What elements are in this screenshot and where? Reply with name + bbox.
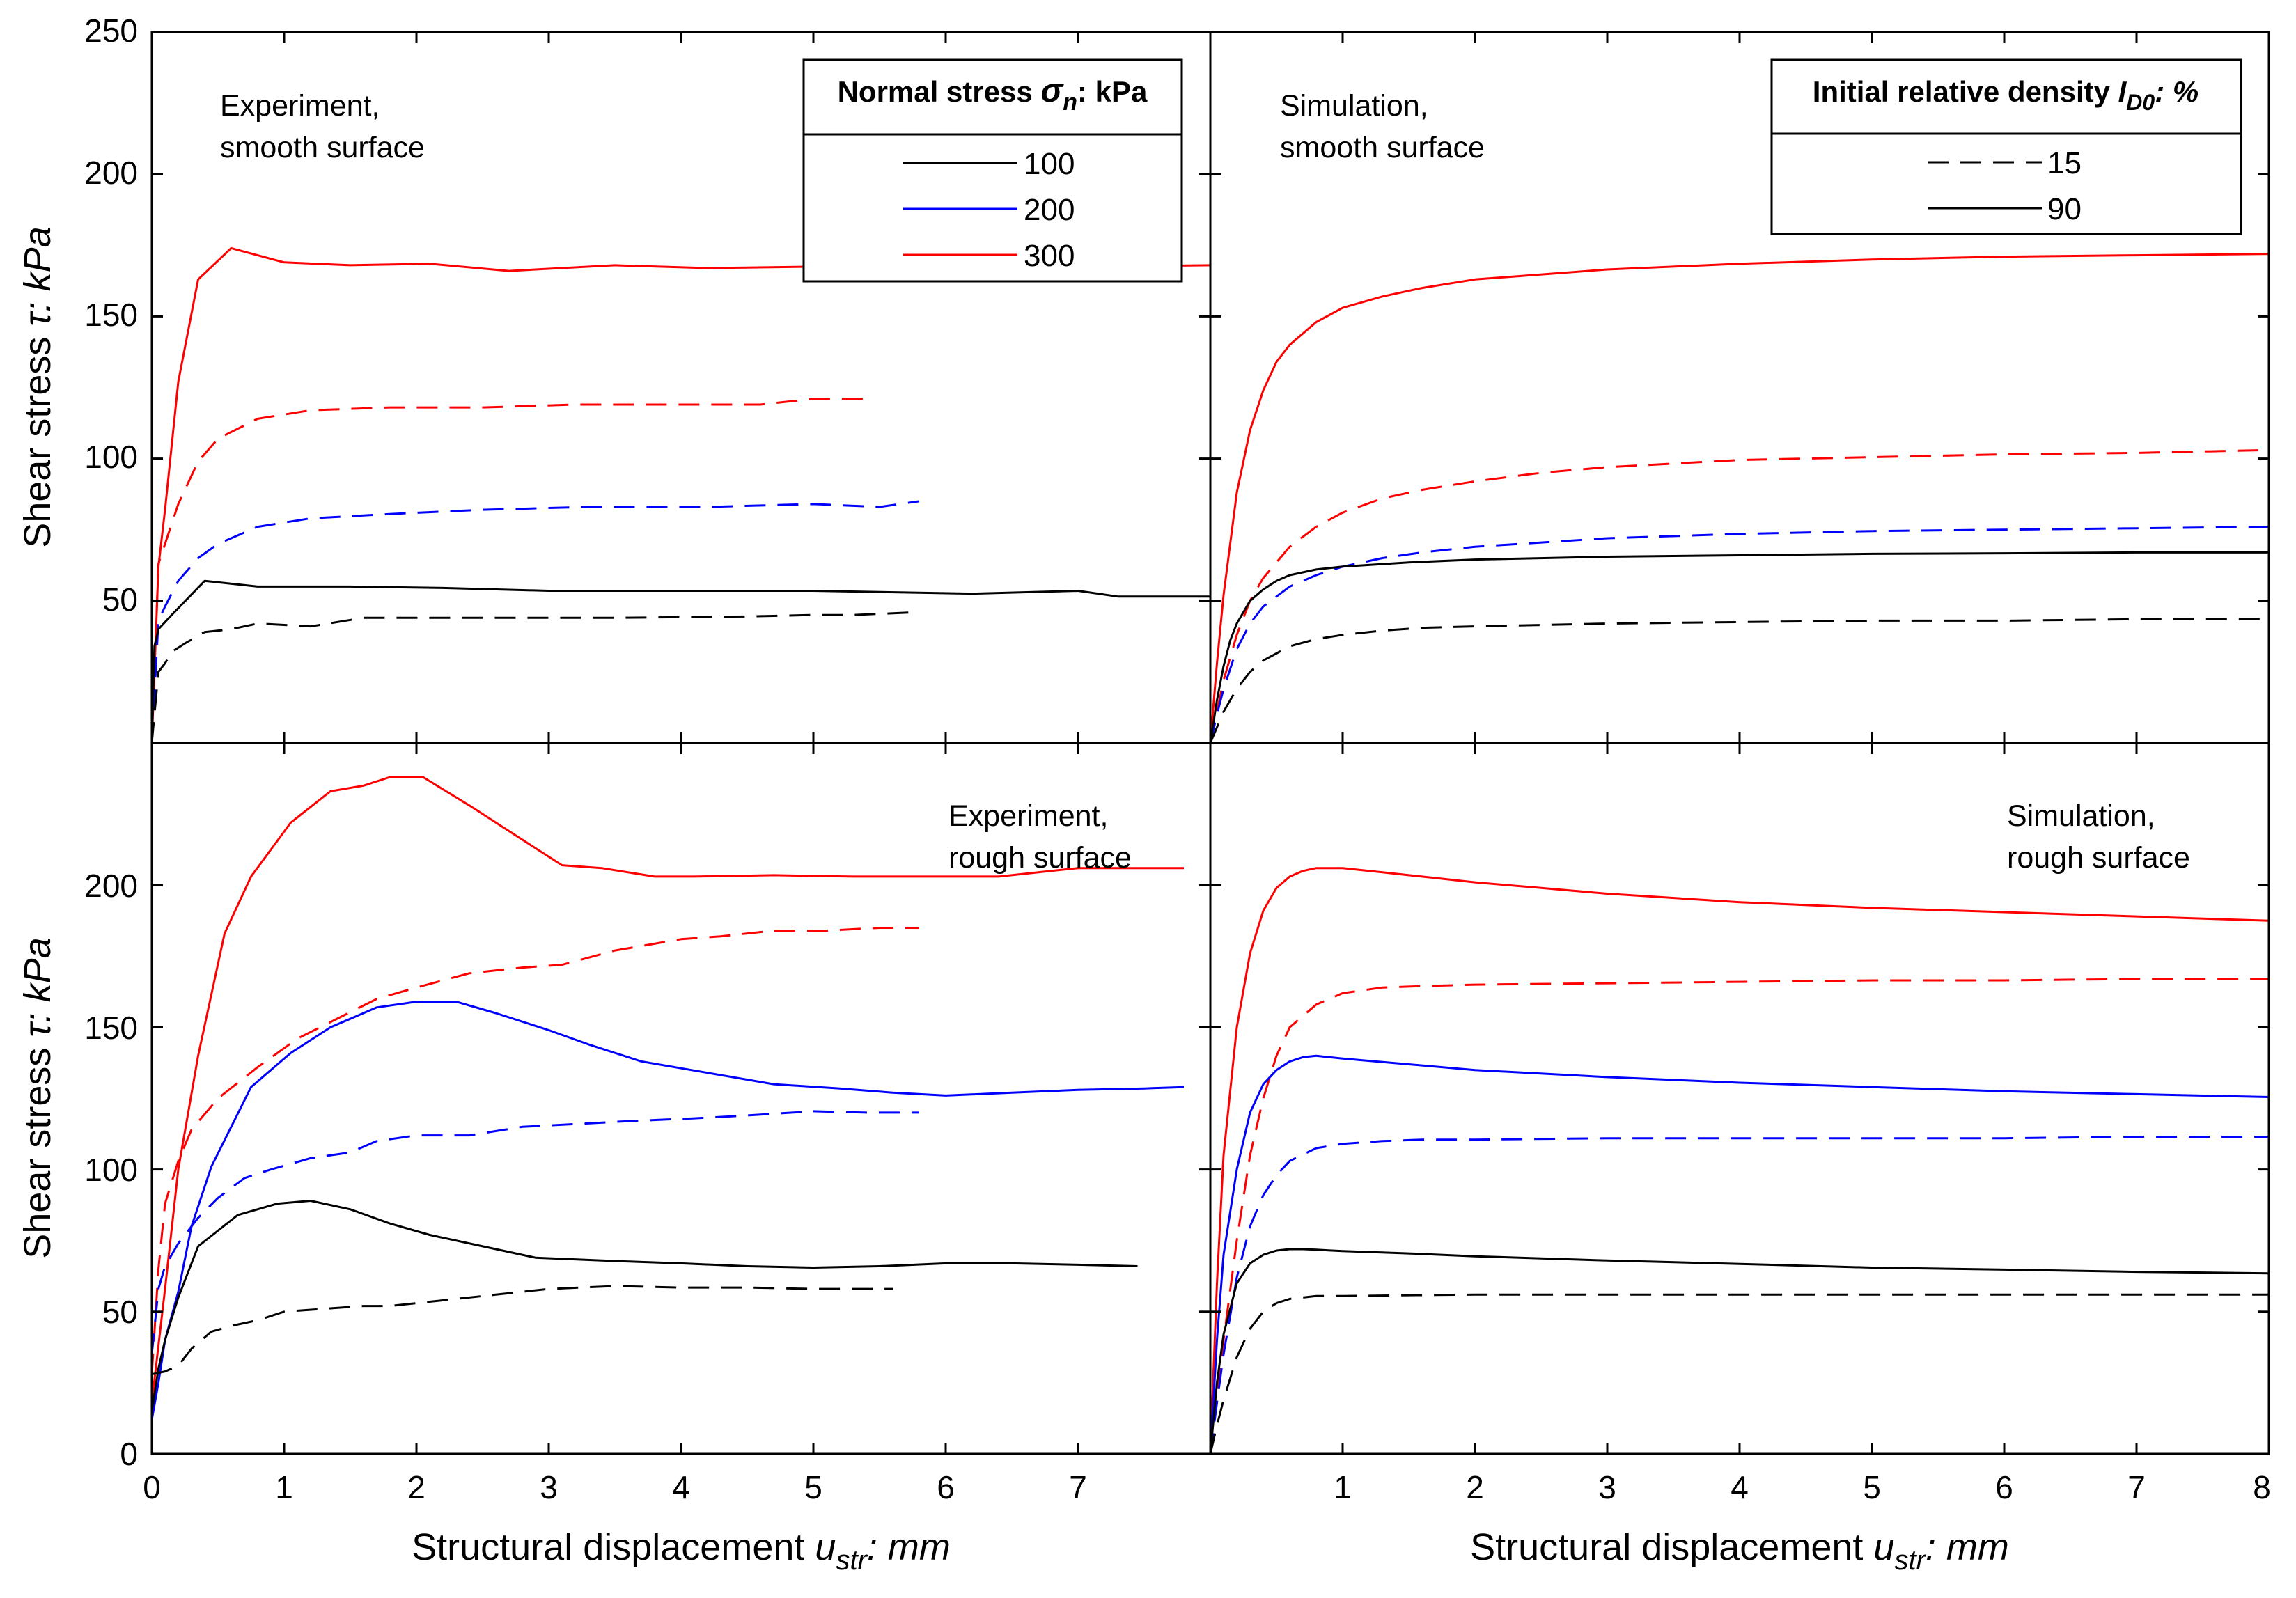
y-tick-label: 50 (102, 581, 138, 618)
y-tick-label: 150 (84, 297, 138, 333)
y-axis-label-bottom: Shear stress τ: kPa (17, 937, 58, 1258)
y-tick-labels-top: 50 100 150 200 250 (84, 13, 138, 618)
legend-label-200: 200 (1024, 193, 1075, 227)
x-tick-label: 3 (1598, 1469, 1616, 1505)
series-sim-rough-200kpa-90pct (1210, 1054, 2269, 1454)
series-exp-rough-300kpa-15pct (152, 927, 919, 1374)
x-tick-label: 7 (1069, 1469, 1087, 1505)
annotation-line: Experiment, (948, 799, 1108, 833)
series-exp-rough-200kpa-15pct (152, 1110, 919, 1355)
sim-rough-series (1210, 867, 2269, 1454)
y-tick-label: 100 (84, 439, 138, 475)
series-exp-smooth-100kpa-90pct (152, 579, 1210, 743)
series-exp-rough-100kpa-90pct (152, 1200, 1138, 1411)
y-tick-labels-bottom: 0 50 100 150 200 (84, 868, 138, 1472)
x-axis-label-right: Structural displacement ustr: mm (1470, 1526, 2009, 1576)
x-tick-label: 1 (1334, 1469, 1352, 1505)
x-tick-labels-right: 1 2 3 4 5 6 7 8 (1334, 1469, 2271, 1505)
annotation-line: Simulation, (1280, 89, 1428, 123)
y-tick-label: 0 (120, 1436, 138, 1472)
y-tick-label: 50 (102, 1294, 138, 1330)
sim-smooth-series (1210, 253, 2269, 743)
y-tick-label: 200 (84, 868, 138, 904)
axis-ticks (152, 32, 2269, 1454)
series-sim-rough-300kpa-90pct (1210, 867, 2269, 1454)
series-sim-rough-200kpa-15pct (1210, 1136, 2269, 1454)
series-sim-smooth-300kpa-15pct (1210, 448, 2269, 743)
annotation-exp-smooth: Experiment, smooth surface (220, 89, 425, 164)
x-tick-label: 2 (407, 1469, 425, 1505)
series-sim-smooth-100kpa-15pct (1210, 618, 2269, 743)
x-tick-label: 4 (1731, 1469, 1749, 1505)
x-tick-label: 4 (672, 1469, 690, 1505)
legend-label-100: 100 (1024, 147, 1075, 181)
x-tick-label: 1 (275, 1469, 293, 1505)
series-exp-smooth-300kpa-15pct (152, 398, 866, 743)
x-tick-label: 5 (1863, 1469, 1881, 1505)
y-tick-label: 200 (84, 155, 138, 191)
y-tick-label: 250 (84, 13, 138, 49)
annotation-line: Experiment, (220, 89, 380, 123)
series-sim-smooth-100kpa-90pct (1210, 551, 2269, 743)
x-tick-labels-left: 0 1 2 3 4 5 6 7 (143, 1469, 1087, 1505)
y-axis-label-top: Shear stress τ: kPa (17, 226, 58, 547)
x-tick-label: 6 (1995, 1469, 2013, 1505)
legend-label-90: 90 (2047, 192, 2082, 226)
legend-title: Normal stress σn: kPa (838, 72, 1148, 116)
legend-label-15: 15 (2047, 146, 2082, 180)
legend-title: Initial relative density ID0: % (1813, 75, 2199, 115)
annotation-line: rough surface (948, 841, 1132, 875)
annotation-line: rough surface (2007, 841, 2190, 875)
x-tick-label: 0 (143, 1469, 161, 1505)
series-sim-rough-100kpa-90pct (1210, 1248, 2269, 1454)
annotation-line: smooth surface (1280, 131, 1485, 164)
x-tick-label: 2 (1466, 1469, 1484, 1505)
x-tick-label: 8 (2253, 1469, 2271, 1505)
series-exp-rough-300kpa-90pct (152, 776, 1184, 1403)
x-axis-label-left: Structural displacement ustr: mm (412, 1526, 951, 1576)
annotation-line: Simulation, (2007, 799, 2155, 833)
x-tick-label: 3 (540, 1469, 558, 1505)
series-sim-smooth-200kpa-15pct (1210, 526, 2269, 743)
series-exp-rough-100kpa-15pct (152, 1285, 893, 1376)
annotation-exp-rough: Experiment, rough surface (948, 799, 1132, 875)
series-sim-smooth-300kpa-90pct (1210, 253, 2269, 743)
annotation-sim-smooth: Simulation, smooth surface (1280, 89, 1485, 164)
x-tick-label: 7 (2127, 1469, 2146, 1505)
series-exp-smooth-100kpa-15pct (152, 611, 920, 743)
series-sim-rough-300kpa-15pct (1210, 978, 2269, 1454)
y-tick-label: 150 (84, 1010, 138, 1046)
x-tick-label: 5 (804, 1469, 822, 1505)
legend-relative-density: Initial relative density ID0: % 15 90 (1770, 58, 2242, 235)
annotation-line: smooth surface (220, 131, 425, 164)
x-tick-label: 6 (937, 1469, 955, 1505)
series-sim-rough-100kpa-15pct (1210, 1293, 2269, 1454)
legend-normal-stress: Normal stress σn: kPa 100 200 300 (802, 58, 1183, 283)
exp-rough-series (152, 776, 1185, 1420)
annotation-sim-rough: Simulation, rough surface (2007, 799, 2190, 875)
series-exp-smooth-200kpa-15pct (152, 500, 920, 743)
legend-label-300: 300 (1024, 239, 1075, 273)
y-tick-label: 100 (84, 1152, 138, 1188)
legend-box (1770, 58, 2242, 235)
legend-box (802, 58, 1183, 283)
